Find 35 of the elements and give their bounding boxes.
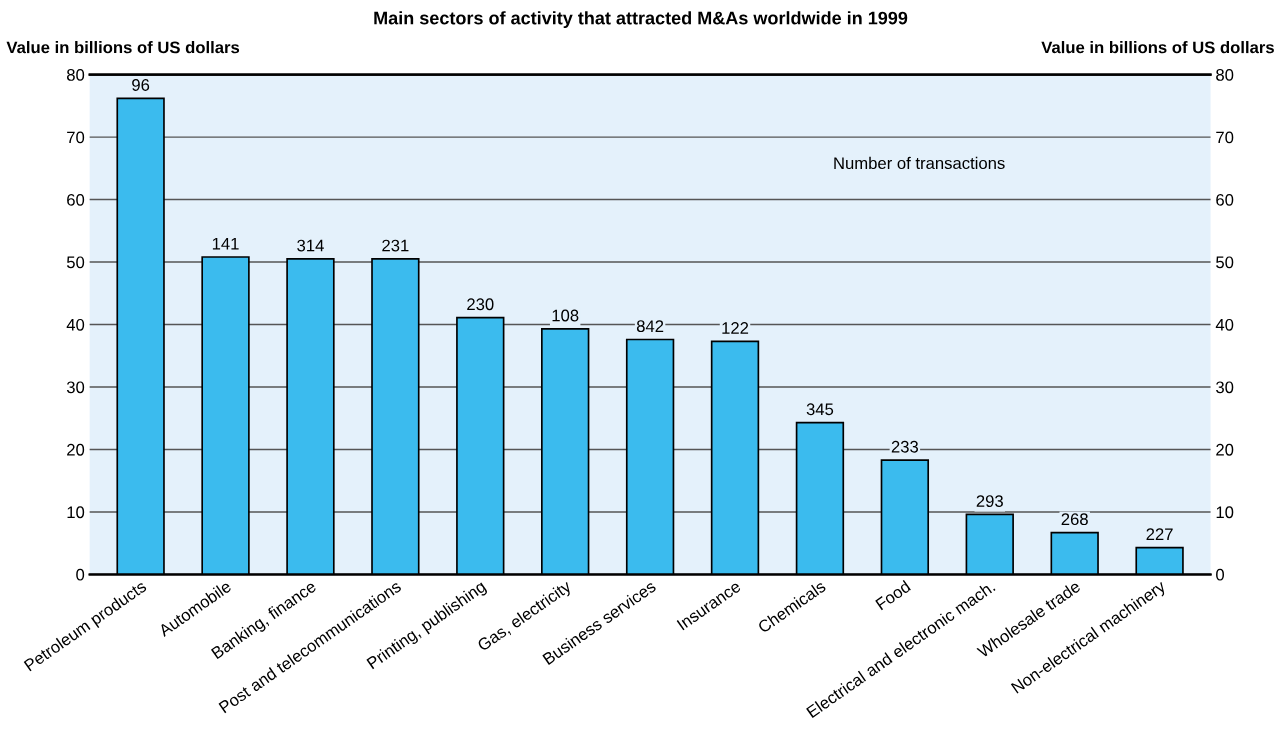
y2-tick-label: 40 bbox=[1215, 318, 1234, 331]
y2-tick-label: 50 bbox=[1216, 256, 1234, 269]
y-tick-label: 40 bbox=[66, 318, 85, 331]
y-tick-label: 60 bbox=[67, 193, 85, 206]
y2-tick-label: 70 bbox=[1216, 131, 1234, 144]
y-tick-label: 70 bbox=[67, 131, 85, 144]
annotation: Number of transactions bbox=[834, 156, 1005, 170]
annotation: 96 bbox=[132, 79, 150, 91]
annotation: 233 bbox=[891, 440, 919, 453]
annotation: 314 bbox=[297, 239, 324, 252]
y2-tick-label: 80 bbox=[1216, 69, 1234, 81]
y-tick-label: 50 bbox=[66, 256, 85, 269]
y2-axis-title: Value in billions of US dollars bbox=[1041, 41, 1274, 54]
chart-title: Main sectors of activity that attracted M&As worldwide in 1999 bbox=[374, 11, 908, 29]
annotation: 293 bbox=[976, 495, 1003, 507]
y-tick-label: 20 bbox=[67, 443, 85, 456]
y2-tick-label: 30 bbox=[1216, 381, 1234, 394]
y2-tick-label: 0 bbox=[1216, 568, 1225, 581]
annotation: 108 bbox=[552, 309, 579, 322]
annotation: 231 bbox=[382, 239, 409, 252]
y-axis-title: Value in billions of US dollars bbox=[6, 41, 240, 54]
annotation: 842 bbox=[636, 320, 664, 333]
annotation: 122 bbox=[722, 322, 749, 334]
annotation: 227 bbox=[1146, 528, 1173, 540]
y2-tick-label: 20 bbox=[1216, 443, 1234, 456]
y-tick-label: 0 bbox=[76, 568, 85, 581]
y2-tick-label: 60 bbox=[1216, 193, 1234, 206]
annotation: 230 bbox=[467, 298, 494, 311]
annotation: 345 bbox=[806, 403, 834, 416]
y-tick-label: 80 bbox=[67, 69, 85, 81]
y-tick-label: 10 bbox=[67, 506, 85, 519]
annotation: 268 bbox=[1061, 513, 1088, 526]
annotation: 141 bbox=[212, 237, 239, 250]
y2-tick-label: 10 bbox=[1216, 506, 1234, 519]
y-tick-label: 30 bbox=[66, 381, 85, 394]
